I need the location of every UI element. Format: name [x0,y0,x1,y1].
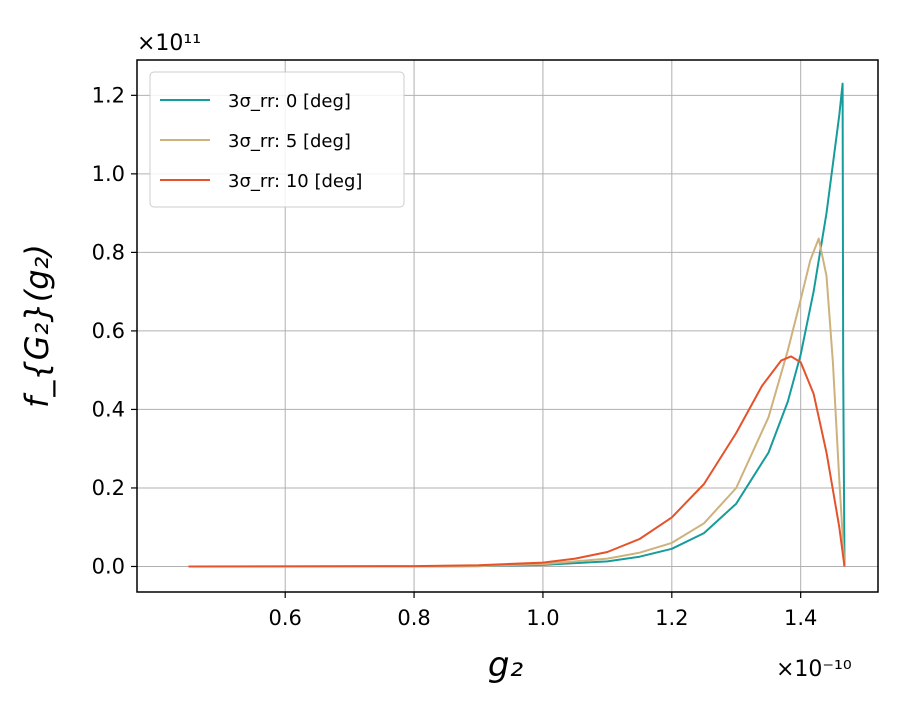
x-tick-label: 0.6 [268,606,301,630]
x-axis-multiplier: ×10⁻¹⁰ [776,657,852,682]
plot-frame [136,59,879,593]
legend: 3σ_rr: 0 [deg] 3σ_rr: 5 [deg] 3σ_rr: 10 [d… [149,71,405,208]
y-tick-label: 1.2 [92,83,125,107]
y-tick-label: 0.4 [92,397,125,421]
series-lines [188,82,846,568]
x-tick-label: 1.0 [526,606,559,630]
y-tick-label: 1.0 [92,162,125,186]
x-tick-label: 0.8 [397,606,430,630]
axis-ticks: 0.6 0.8 1.0 1.2 1.4 0.0 0.2 0.4 0.6 0.8 1.0 1.2 [92,83,818,630]
y-axis-multiplier: ×10¹¹ [137,31,201,56]
y-tick-label: 0.2 [92,476,125,500]
legend-label: 3σ_rr: 10 [deg] [228,171,362,192]
legend-label: 3σ_rr: 5 [deg] [228,131,351,152]
series-line-1 [188,237,846,568]
legend-label: 3σ_rr: 0 [deg] [228,91,351,112]
x-axis-title: g₂ [488,645,524,685]
y-tick-label: 0.6 [92,319,125,343]
x-tick-label: 1.2 [655,606,688,630]
y-tick-label: 0.8 [92,240,125,264]
series-line-2 [188,355,846,568]
y-axis-title: f_{G₂}(g₂) [18,244,56,408]
x-tick-label: 1.4 [784,606,817,630]
legend-box [149,71,405,208]
y-tick-label: 0.0 [92,554,125,578]
